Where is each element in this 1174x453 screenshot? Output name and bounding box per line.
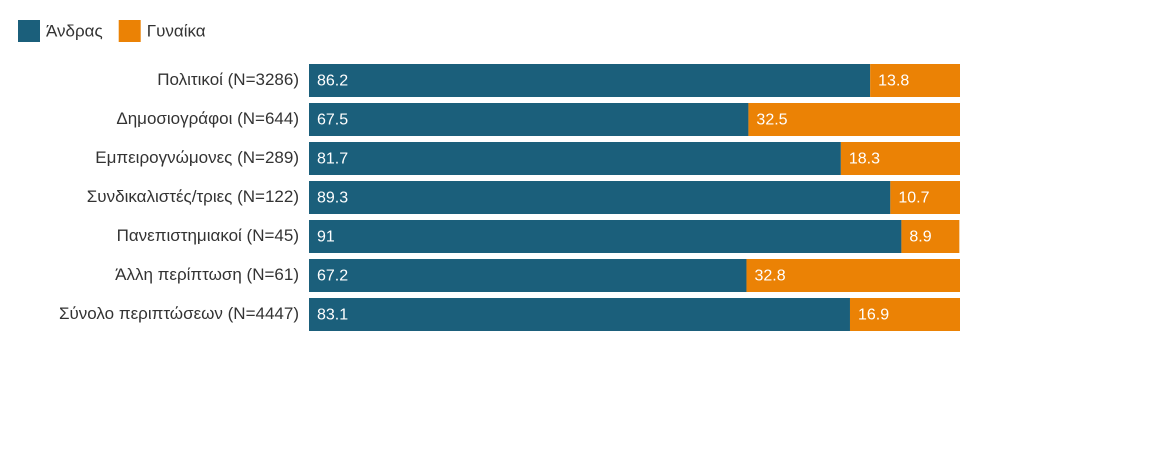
data-label: 86.2: [317, 73, 348, 90]
data-label: 13.8: [878, 73, 909, 90]
bar-segment: [849, 298, 960, 331]
bar-segment: [890, 181, 960, 214]
legend-label: Άνδρας: [46, 21, 103, 40]
y-tick-label: Πολιτικοί (N=3286): [157, 70, 299, 89]
data-label: 89.3: [317, 190, 348, 207]
bar-segment: [309, 142, 841, 175]
data-label: 32.8: [754, 268, 785, 285]
bar-segment: [840, 142, 960, 175]
data-label: 32.5: [756, 112, 787, 129]
data-label: 83.1: [317, 307, 348, 324]
legend-label: Γυναίκα: [147, 21, 206, 40]
bar-segment: [748, 103, 960, 136]
bar-segment: [746, 259, 960, 292]
bar-segment: [309, 220, 902, 253]
bar-segment: [309, 259, 747, 292]
bar-segment: [309, 181, 891, 214]
legend-swatch: [18, 20, 40, 42]
bar-segment: [870, 64, 960, 97]
legend-swatch: [118, 20, 141, 42]
data-label: 91: [317, 229, 335, 246]
y-tick-label: Άλλη περίπτωση (N=61): [115, 265, 299, 284]
data-label: 16.9: [858, 307, 889, 324]
data-label: 8.9: [909, 229, 931, 246]
y-tick-label: Σύνολο περιπτώσεων (N=4447): [59, 304, 299, 323]
bar-segment: [309, 64, 871, 97]
y-tick-label: Πανεπιστημιακοί (N=45): [117, 226, 299, 245]
bar-segment: [901, 220, 960, 253]
bar-segment: [309, 103, 749, 136]
y-tick-label: Εμπειρογνώμονες (N=289): [95, 148, 299, 167]
y-tick-label: Δημοσιογράφοι (N=644): [116, 109, 299, 128]
data-label: 10.7: [898, 190, 929, 207]
bar-segment: [309, 298, 850, 331]
data-label: 67.2: [317, 268, 348, 285]
data-label: 81.7: [317, 151, 348, 168]
data-label: 18.3: [849, 151, 880, 168]
y-tick-label: Συνδικαλιστές/τριες (N=122): [87, 187, 299, 206]
data-label: 67.5: [317, 112, 348, 129]
